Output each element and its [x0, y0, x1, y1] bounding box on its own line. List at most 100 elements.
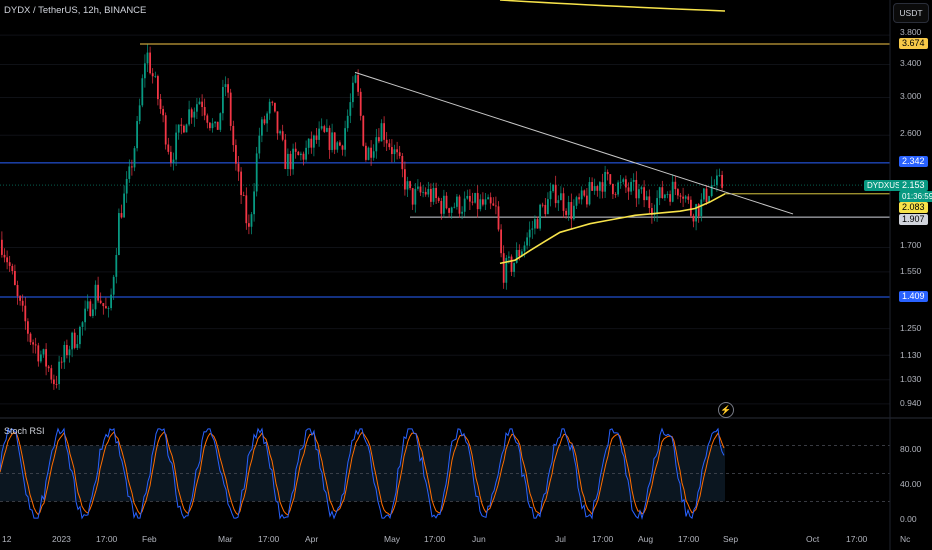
candle-body	[170, 151, 172, 163]
candle-body	[250, 214, 253, 227]
price-tick: 1.700	[900, 240, 922, 250]
candle-body	[453, 206, 456, 208]
candle-body	[37, 345, 40, 362]
candle-body	[258, 135, 261, 154]
candle-body	[380, 123, 383, 142]
candle-body	[526, 237, 528, 246]
candle-body	[518, 249, 521, 257]
candle-body	[487, 197, 489, 200]
candle-body	[562, 193, 565, 211]
ma-value-label[interactable]: 2.083	[899, 202, 928, 213]
candle-body	[287, 153, 289, 170]
lightning-icon[interactable]: ⚡	[718, 402, 734, 418]
candle-body	[341, 145, 344, 150]
candle-body	[45, 349, 47, 367]
candle-body	[242, 195, 245, 196]
candle-body	[333, 132, 336, 150]
candle-body	[310, 138, 313, 148]
candle-body	[214, 121, 216, 124]
price-label-support[interactable]: 1.907	[899, 214, 928, 225]
candle-body	[29, 333, 32, 343]
currency-button[interactable]: USDT	[893, 3, 929, 23]
candle-body	[651, 208, 653, 215]
candle-body	[125, 178, 128, 194]
candle-body	[666, 194, 669, 195]
candle-body	[604, 171, 606, 192]
candle-body	[391, 147, 393, 155]
candle-body	[313, 135, 315, 148]
candle-body	[401, 156, 404, 170]
stoch-d-line	[0, 431, 725, 516]
candle-body	[682, 196, 684, 199]
candle-body	[266, 113, 268, 124]
candle-body	[437, 198, 440, 201]
candle-body	[476, 193, 479, 210]
candle-body	[679, 195, 682, 197]
candle-body	[79, 326, 81, 345]
symbol-tag[interactable]: DYDXUSDT	[864, 180, 915, 191]
candle-body	[99, 300, 102, 304]
candle-body	[580, 190, 583, 200]
candle-body	[219, 113, 222, 130]
candle-body	[570, 202, 573, 220]
price-label-resistance[interactable]: 3.674	[899, 38, 928, 49]
candle-body	[547, 199, 549, 215]
candle-body	[458, 196, 461, 214]
rsi-tick: 40.00	[900, 479, 922, 489]
price-tick: 1.550	[900, 266, 922, 276]
candle-body	[352, 82, 354, 103]
candle-body	[193, 111, 196, 118]
price-label-blue-lower[interactable]: 1.409	[899, 291, 928, 302]
candle-body	[102, 303, 105, 307]
candle-body	[404, 169, 406, 190]
candle-body	[541, 204, 544, 206]
candle-body	[302, 153, 305, 160]
trendline[interactable]	[354, 71, 794, 215]
candle-body	[344, 128, 346, 150]
candle-body	[635, 179, 638, 199]
candle-body	[593, 186, 596, 191]
last-price-label[interactable]: 2.153	[899, 180, 928, 191]
candle-body	[622, 179, 625, 182]
candle-body	[94, 284, 97, 310]
candle-body	[721, 174, 723, 188]
candle-body	[531, 228, 534, 230]
candle-body	[237, 163, 240, 172]
candle-body	[175, 132, 177, 160]
candle-body	[398, 152, 401, 157]
candle-body	[357, 75, 359, 92]
candle-body	[596, 186, 599, 191]
candle-body	[463, 198, 466, 212]
candle-body	[232, 125, 235, 146]
time-tick: Sep	[723, 534, 739, 544]
price-grid	[0, 34, 890, 405]
candle-body	[375, 137, 378, 152]
time-tick: Nc	[900, 534, 911, 544]
candle-body	[73, 332, 76, 348]
candle-body	[281, 131, 284, 140]
candle-body	[528, 229, 531, 238]
price-label-blue-upper[interactable]: 2.342	[899, 156, 928, 167]
candle-body	[172, 159, 175, 163]
candle-body	[508, 256, 510, 258]
candle-body	[198, 101, 201, 105]
candle-body	[331, 132, 333, 150]
candle-body	[484, 199, 487, 205]
candle-body	[188, 109, 190, 125]
candle-body	[63, 344, 66, 363]
candle-body	[297, 151, 300, 156]
candle-body	[713, 184, 716, 186]
candle-body	[27, 321, 29, 334]
candle-body	[24, 305, 27, 322]
time-tick: 17:00	[846, 534, 868, 544]
candle-body	[700, 199, 703, 217]
time-tick: 17:00	[258, 534, 280, 544]
time-tick: Jun	[472, 534, 486, 544]
candle-body	[89, 301, 92, 316]
candle-body	[424, 191, 427, 195]
candle-body	[300, 153, 302, 156]
candle-body	[411, 188, 414, 205]
candle-body	[19, 296, 21, 301]
trendline-segment	[354, 71, 794, 215]
